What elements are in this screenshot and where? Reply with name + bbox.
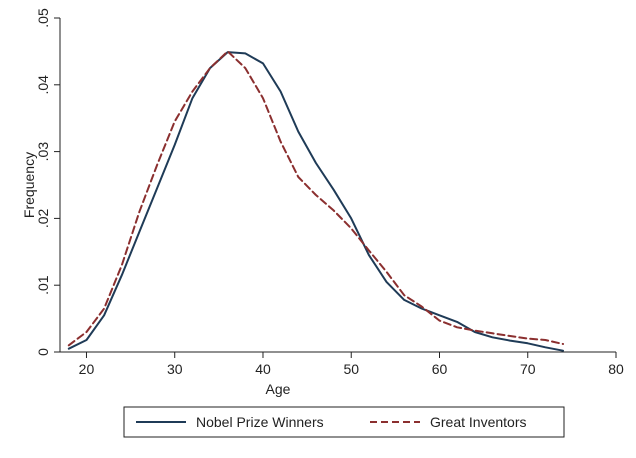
x-tick-label-50: 50	[343, 361, 359, 377]
x-tick-label-20: 20	[79, 361, 95, 377]
x-tick-label-60: 60	[432, 361, 448, 377]
legend-label-nobel: Nobel Prize Winners	[196, 414, 324, 430]
series-layer	[67, 50, 564, 352]
x-tick-label-70: 70	[520, 361, 536, 377]
series-line-nobel-prize-winners	[67, 51, 564, 352]
y-tick-label-.03: .03	[35, 142, 51, 162]
x-tick-label-80: 80	[608, 361, 624, 377]
x-tick-label-30: 30	[167, 361, 183, 377]
x-axis-title: Age	[266, 381, 291, 397]
y-tick-label-.05: .05	[35, 8, 51, 28]
series-line-great-inventors	[67, 50, 564, 347]
legend-label-inventors: Great Inventors	[430, 414, 527, 430]
x-axis-ticks: 20 30 40 50 60 70 80	[79, 352, 624, 377]
x-tick-label-40: 40	[255, 361, 271, 377]
legend-box	[123, 406, 565, 438]
y-tick-label-.02: .02	[35, 208, 51, 228]
y-tick-label-.04: .04	[35, 75, 51, 95]
legend: Nobel Prize Winners Great Inventors	[123, 406, 565, 438]
y-axis-ticks: 0 .01 .02 .03 .04 .05	[35, 8, 60, 356]
y-axis-title: Frequency	[21, 152, 37, 218]
y-tick-label-0: 0	[35, 348, 51, 356]
y-tick-label-.01: .01	[35, 275, 51, 295]
